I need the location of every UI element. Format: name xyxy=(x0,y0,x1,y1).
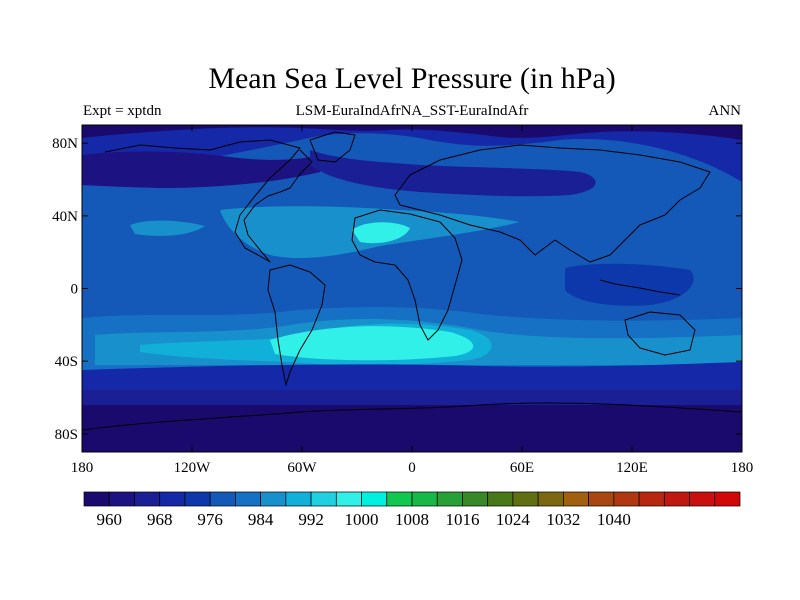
australia-coast xyxy=(624,311,696,356)
contour-band-arctic xyxy=(82,125,742,140)
colorbar-swatch xyxy=(108,491,135,507)
colorbar-swatch xyxy=(563,491,589,507)
x-tick-label: 120E xyxy=(616,460,648,476)
indonesia-coast xyxy=(599,279,681,296)
colorbar-label: 1016 xyxy=(445,510,479,529)
north-america-coast xyxy=(104,139,313,263)
experiment-subtitle: LSM-EuraIndAfrNA_SST-EuraIndAfr xyxy=(296,103,529,119)
colorbar-swatch xyxy=(310,491,337,507)
x-tick-label: 0 xyxy=(408,460,416,476)
y-tick-label: 40S xyxy=(55,354,78,370)
azores-high-core xyxy=(352,222,410,244)
colorbar-swatch xyxy=(386,491,413,507)
x-tick-label: 180 xyxy=(71,460,94,476)
colorbar-swatch xyxy=(361,491,388,507)
colorbar-swatch xyxy=(209,491,236,507)
y-tick-label: 40N xyxy=(52,209,78,225)
aleutian-low xyxy=(82,151,320,188)
colorbar-swatch xyxy=(83,491,110,507)
colorbar-label: 960 xyxy=(96,510,122,529)
coastlines xyxy=(82,131,742,431)
colorbar-swatch xyxy=(134,491,161,507)
colorbar-swatch xyxy=(335,491,362,507)
colorbar-label: 968 xyxy=(147,510,173,529)
map-panel xyxy=(82,125,742,452)
greenland-coast xyxy=(309,131,356,163)
x-tick-label: 120W xyxy=(174,460,212,476)
colorbar-label: 984 xyxy=(248,510,274,529)
colorbar-label: 992 xyxy=(298,510,324,529)
colorbar-swatch xyxy=(613,491,640,507)
x-tick-label: 60W xyxy=(287,460,317,476)
contour-band-antarctic-inner xyxy=(82,405,742,452)
eurasia-coast xyxy=(394,144,711,263)
colorbar-swatch xyxy=(436,491,463,507)
y-tick-label: 80S xyxy=(55,427,78,443)
y-tick-label: 80N xyxy=(52,136,78,152)
colorbar-label: 1040 xyxy=(597,510,631,529)
colorbar-label: 976 xyxy=(197,510,223,529)
colorbar-label: 1000 xyxy=(345,510,379,529)
colorbar-swatch xyxy=(235,491,261,507)
colorbar-swatch xyxy=(285,491,312,507)
map-title: Mean Sea Level Pressure (in hPa) xyxy=(208,62,615,95)
y-tick-label: 0 xyxy=(71,282,79,298)
colorbar-swatch xyxy=(462,491,489,507)
colorbar-swatch xyxy=(588,491,615,507)
colorbar-swatch xyxy=(537,491,564,507)
colorbar-swatch xyxy=(714,491,741,507)
x-tick-label: 60E xyxy=(510,460,534,476)
colorbar-swatch xyxy=(411,491,438,507)
x-axis: 180 120W 60W 0 60E 120E 180 xyxy=(71,125,754,476)
colorbar-label: 1032 xyxy=(546,510,580,529)
contour-band-north xyxy=(82,125,742,182)
indo-pacific-low xyxy=(565,263,694,306)
pacific-high xyxy=(130,220,205,236)
x-tick-label: 180 xyxy=(731,460,754,476)
antarctica-coast xyxy=(82,402,742,431)
colorbar-swatch xyxy=(260,491,287,507)
south-atlantic-high-core xyxy=(270,326,474,361)
experiment-label: Expt = xptdn xyxy=(83,103,162,119)
icelandic-low xyxy=(310,150,596,197)
colorbar-swatch xyxy=(159,491,186,507)
africa-coast xyxy=(351,209,463,341)
colorbar-label: 1008 xyxy=(395,510,429,529)
colorbar-swatch xyxy=(638,491,665,507)
south-america-coast xyxy=(267,264,326,386)
colorbar-swatch xyxy=(487,491,514,507)
colorbar: 960 968 976 984 992 1000 1008 1016 1024 1032 1040 xyxy=(83,491,741,529)
colorbar-swatch xyxy=(663,491,690,507)
colorbar-swatch xyxy=(689,491,716,507)
colorbar-swatch xyxy=(512,491,539,507)
colorbar-swatch xyxy=(184,491,211,507)
colorbar-label: 1024 xyxy=(496,510,531,529)
y-axis: 80N 40N 0 40S 80S xyxy=(52,136,742,443)
season-label: ANN xyxy=(709,103,742,119)
